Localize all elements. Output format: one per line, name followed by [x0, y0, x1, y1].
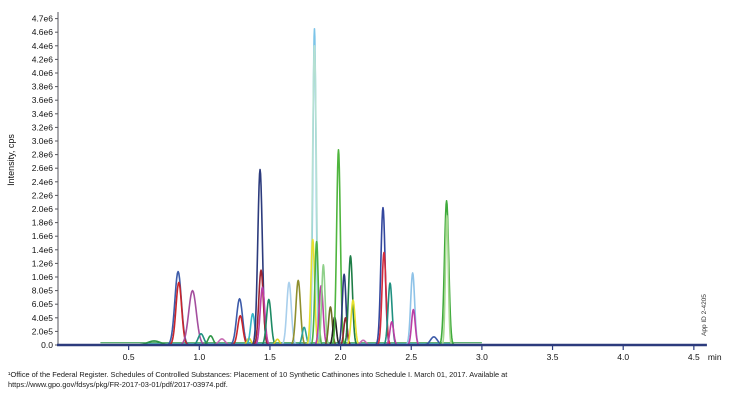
x-tick-label: 0.5	[123, 352, 135, 362]
chromatogram-panel: 0.0 2.0e5 4.0e5 6.0e5 8.0e5 1.0e6 1.2e6 1.4e6 1.…	[6, 12, 722, 362]
footnote-line2[interactable]: https://www.gpo.gov/fdsys/pkg/FR-2017-03…	[8, 379, 228, 389]
y-tick-label: 2.0e6	[32, 204, 54, 214]
y-tick-label: 1.0e6	[32, 272, 54, 282]
y-tick-label: 1.8e6	[32, 218, 54, 228]
y-tick-label: 3.0e6	[32, 136, 54, 146]
y-tick-label: 6.0e5	[32, 299, 54, 309]
chromatogram-plot: 0.0 2.0e5 4.0e5 6.0e5 8.0e5 1.0e6 1.2e6 1.4e6 1.…	[6, 12, 722, 362]
x-tick-label: 4.0	[617, 352, 629, 362]
y-tick-label: 4.4e6	[32, 41, 54, 51]
peak-trace	[288, 279, 308, 346]
peak-trace	[167, 281, 191, 346]
peak-trace	[375, 251, 393, 346]
side-label: App ID 2-4205	[701, 294, 708, 336]
y-tick-label: 4.0e6	[32, 68, 54, 78]
peak-trace	[404, 272, 421, 346]
peak-trace	[253, 286, 272, 346]
x-tick-label: 1.0	[193, 352, 205, 362]
peak-trace	[316, 263, 331, 346]
x-tick-label: 2.0	[335, 352, 347, 362]
y-tick-label: 4.7e6	[32, 14, 54, 24]
y-tick-label: 2.4e6	[32, 177, 54, 187]
footnote: ¹Office of the Federal Register. Schedul…	[8, 370, 708, 390]
x-unit-label: min	[708, 352, 722, 362]
peak-trace	[440, 215, 454, 346]
x-tick-label: 2.5	[405, 352, 417, 362]
y-tick-label: 1.6e6	[32, 231, 54, 241]
x-tick-label: 4.5	[688, 352, 700, 362]
peak-trace	[342, 255, 359, 346]
peak-trace	[309, 240, 324, 346]
y-tick-label: 2.8e6	[32, 150, 54, 160]
y-tick-label: 3.8e6	[32, 82, 54, 92]
y-tick-label: 0.0	[41, 340, 53, 350]
y-tick-label: 8.0e5	[32, 286, 54, 296]
y-tick-label: 3.4e6	[32, 109, 54, 119]
y-tick-label: 4.2e6	[32, 54, 54, 64]
y-tick-label: 2.2e6	[32, 190, 54, 200]
footnote-line1: ¹Office of the Federal Register. Schedul…	[8, 370, 508, 379]
peak-trace	[279, 281, 299, 346]
x-tick-label: 3.0	[476, 352, 488, 362]
y-axis-title: Intensity, cps	[6, 134, 16, 186]
y-tick-label: 1.2e6	[32, 258, 54, 268]
y-tick-label: 3.6e6	[32, 95, 54, 105]
x-tick-label: 1.5	[264, 352, 276, 362]
y-tick-label: 3.2e6	[32, 122, 54, 132]
y-tick-label: 4.0e5	[32, 313, 54, 323]
peak-trace	[251, 269, 271, 346]
peak-trace	[307, 27, 322, 346]
peak-trace	[259, 298, 279, 346]
peak-trace	[305, 238, 321, 346]
peak-trace	[330, 149, 347, 346]
peak-trace	[437, 200, 456, 346]
y-tick-label: 1.4e6	[32, 245, 54, 255]
peak-trace	[177, 289, 208, 346]
y-tick-label: 4.6e6	[32, 27, 54, 37]
x-tick-label: 3.5	[547, 352, 559, 362]
y-tick-label: 2.0e5	[32, 326, 54, 336]
y-tick-label: 2.6e6	[32, 163, 54, 173]
